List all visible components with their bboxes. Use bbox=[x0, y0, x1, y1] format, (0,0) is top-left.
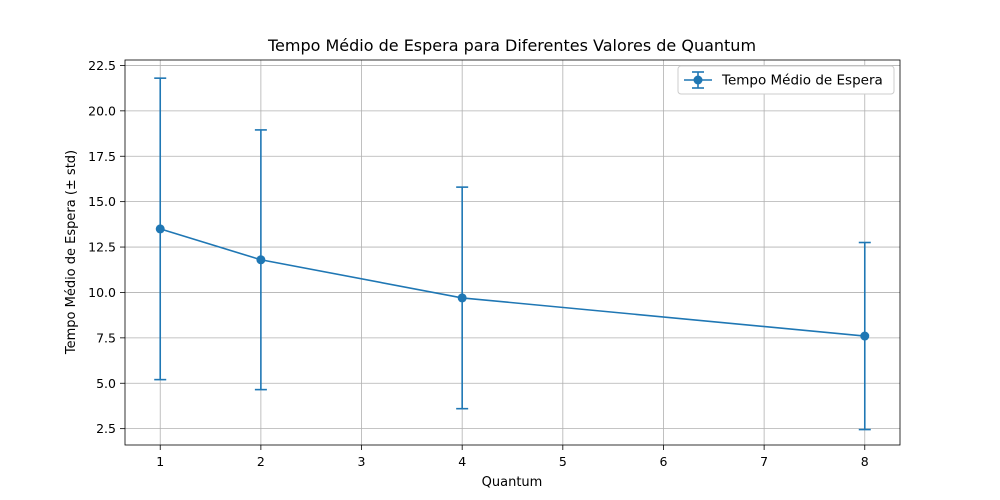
data-point bbox=[256, 255, 266, 265]
grid bbox=[125, 60, 900, 445]
plot-area bbox=[125, 60, 900, 445]
x-tick-label: 1 bbox=[156, 454, 164, 469]
x-axis-label: Quantum bbox=[482, 475, 543, 490]
x-tick-label: 2 bbox=[257, 454, 265, 469]
legend: Tempo Médio de Espera bbox=[677, 65, 895, 95]
x-tick-label: 7 bbox=[760, 454, 768, 469]
axes: 1 2 3 4 5 6 7 8 2.5 5.0 7.5 10.0 12.5 15.0 17.5 20.0 22.… bbox=[88, 58, 901, 469]
series-layer bbox=[154, 77, 871, 431]
y-tick-label: 15.0 bbox=[88, 194, 116, 209]
legend-point bbox=[693, 75, 703, 85]
x-tick-label: 4 bbox=[458, 454, 466, 469]
legend-box bbox=[677, 65, 895, 95]
legend-label: Tempo Médio de Espera bbox=[721, 73, 883, 89]
chart-title: Tempo Médio de Espera para Diferentes Va… bbox=[267, 36, 756, 55]
x-tick-label: 6 bbox=[659, 454, 667, 469]
data-point bbox=[155, 224, 165, 234]
y-tick-label: 22.5 bbox=[88, 58, 116, 73]
y-tick-label: 7.5 bbox=[96, 330, 116, 345]
y-tick-label: 17.5 bbox=[88, 149, 116, 164]
y-tick-label: 12.5 bbox=[88, 240, 116, 255]
series-line bbox=[159, 228, 865, 337]
x-tick-label: 3 bbox=[358, 454, 366, 469]
y-tick-label: 10.0 bbox=[88, 285, 116, 300]
y-axis-label: Tempo Médio de Espera (± std) bbox=[64, 150, 79, 355]
data-point bbox=[860, 331, 870, 341]
data-point bbox=[457, 293, 467, 303]
legend-marker bbox=[684, 71, 712, 89]
y-tick-label: 5.0 bbox=[96, 376, 116, 391]
x-tick-label: 8 bbox=[861, 454, 869, 469]
y-tick-label: 2.5 bbox=[96, 421, 116, 436]
y-tick-label: 20.0 bbox=[88, 103, 116, 118]
x-tick-label: 5 bbox=[559, 454, 567, 469]
axes-frame bbox=[124, 59, 901, 446]
